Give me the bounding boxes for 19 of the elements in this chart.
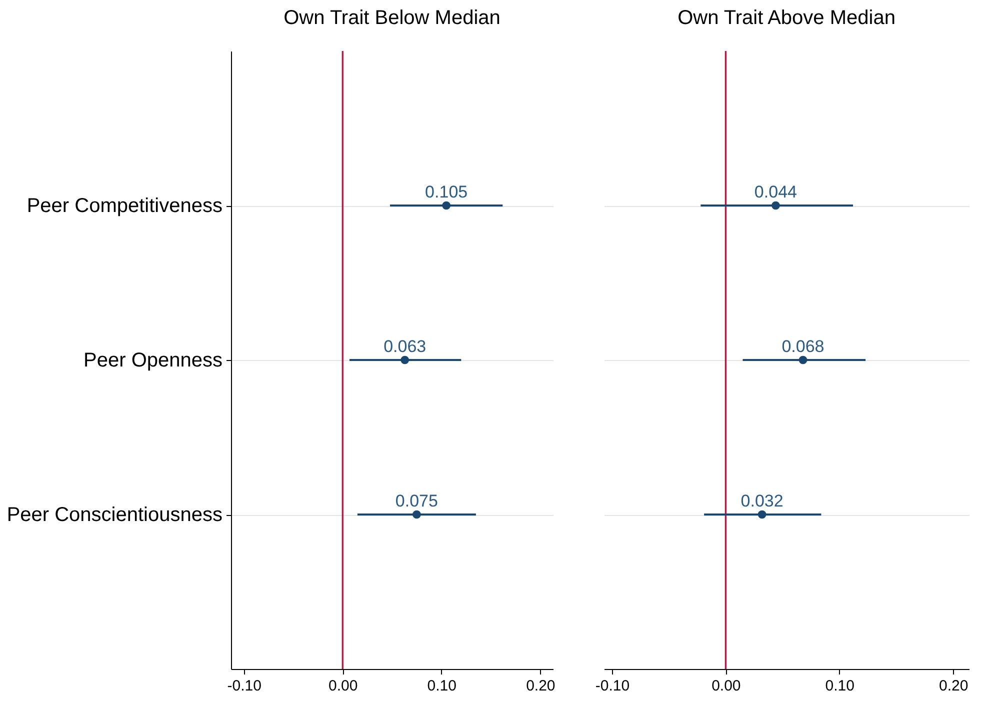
x-tick-label: -0.10	[595, 678, 630, 694]
x-tick-label: 0.10	[825, 678, 854, 694]
data-label: 0.032	[740, 492, 784, 510]
data-label: 0.105	[425, 182, 468, 202]
data-label: 0.075	[395, 492, 438, 510]
x-tick-label: 0.00	[712, 678, 741, 694]
chart-title: Own Trait Below Median	[284, 7, 500, 30]
data-label: 0.044	[754, 182, 797, 202]
chart-title: Own Trait Above Median	[678, 7, 896, 30]
x-tick-label: 0.00	[328, 678, 358, 694]
data-label: 0.063	[384, 337, 426, 356]
x-tick-label: -0.10	[227, 678, 262, 694]
x-tick-label: 0.10	[427, 678, 456, 694]
x-tick-label: 0.20	[938, 678, 968, 694]
y-tick-label: Peer Competitiveness	[26, 195, 222, 217]
data-label: 0.068	[782, 337, 824, 356]
x-tick-label: 0.20	[526, 678, 556, 694]
y-tick-label: Peer Conscientiousness	[6, 504, 222, 526]
y-tick-label: Peer Openness	[84, 350, 222, 372]
